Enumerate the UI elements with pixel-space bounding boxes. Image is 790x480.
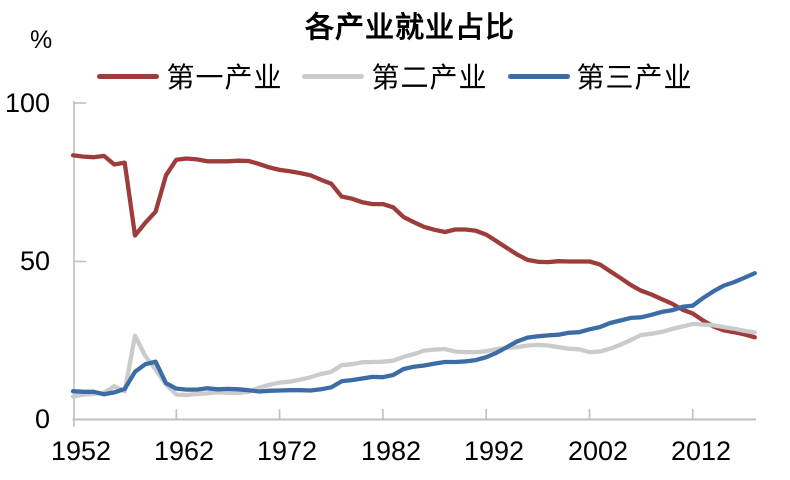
chart-title: 各产业就业占比 <box>304 12 515 44</box>
series-line-tertiary <box>70 271 757 397</box>
legend-item-primary: 第一产业 <box>97 56 282 96</box>
y-axis-unit-label: % <box>30 26 53 54</box>
y-tick-label-100: 100 <box>4 88 50 118</box>
x-tick-label-1952: 1952 <box>50 436 112 466</box>
legend: 第一产业 第二产业 第三产业 <box>0 56 790 96</box>
legend-item-tertiary: 第三产业 <box>507 56 693 96</box>
x-tick-label-1982: 1982 <box>360 436 422 466</box>
x-tick-label-2002: 2002 <box>567 436 629 466</box>
legend-label-primary: 第一产业 <box>166 62 283 93</box>
legend-swatch-secondary-line-icon <box>302 73 365 79</box>
x-tick-label-2012: 2012 <box>670 436 732 466</box>
x-tick-label-1992: 1992 <box>463 436 525 466</box>
series-line-primary <box>70 153 757 340</box>
legend-label-secondary: 第二产业 <box>371 62 488 93</box>
series-line-secondary <box>70 321 757 399</box>
y-tick-label-0: 0 <box>34 404 50 434</box>
legend-swatch-tertiary-line-icon <box>507 73 570 79</box>
x-tick-label-1962: 1962 <box>153 436 215 466</box>
x-tick-label-1972: 1972 <box>256 436 318 466</box>
legend-label-tertiary: 第三产业 <box>576 62 693 93</box>
y-tick-label-50: 50 <box>19 246 50 276</box>
legend-swatch-primary-line-icon <box>97 73 160 79</box>
legend-item-secondary: 第二产业 <box>302 56 487 96</box>
series-lines-group <box>70 153 757 399</box>
